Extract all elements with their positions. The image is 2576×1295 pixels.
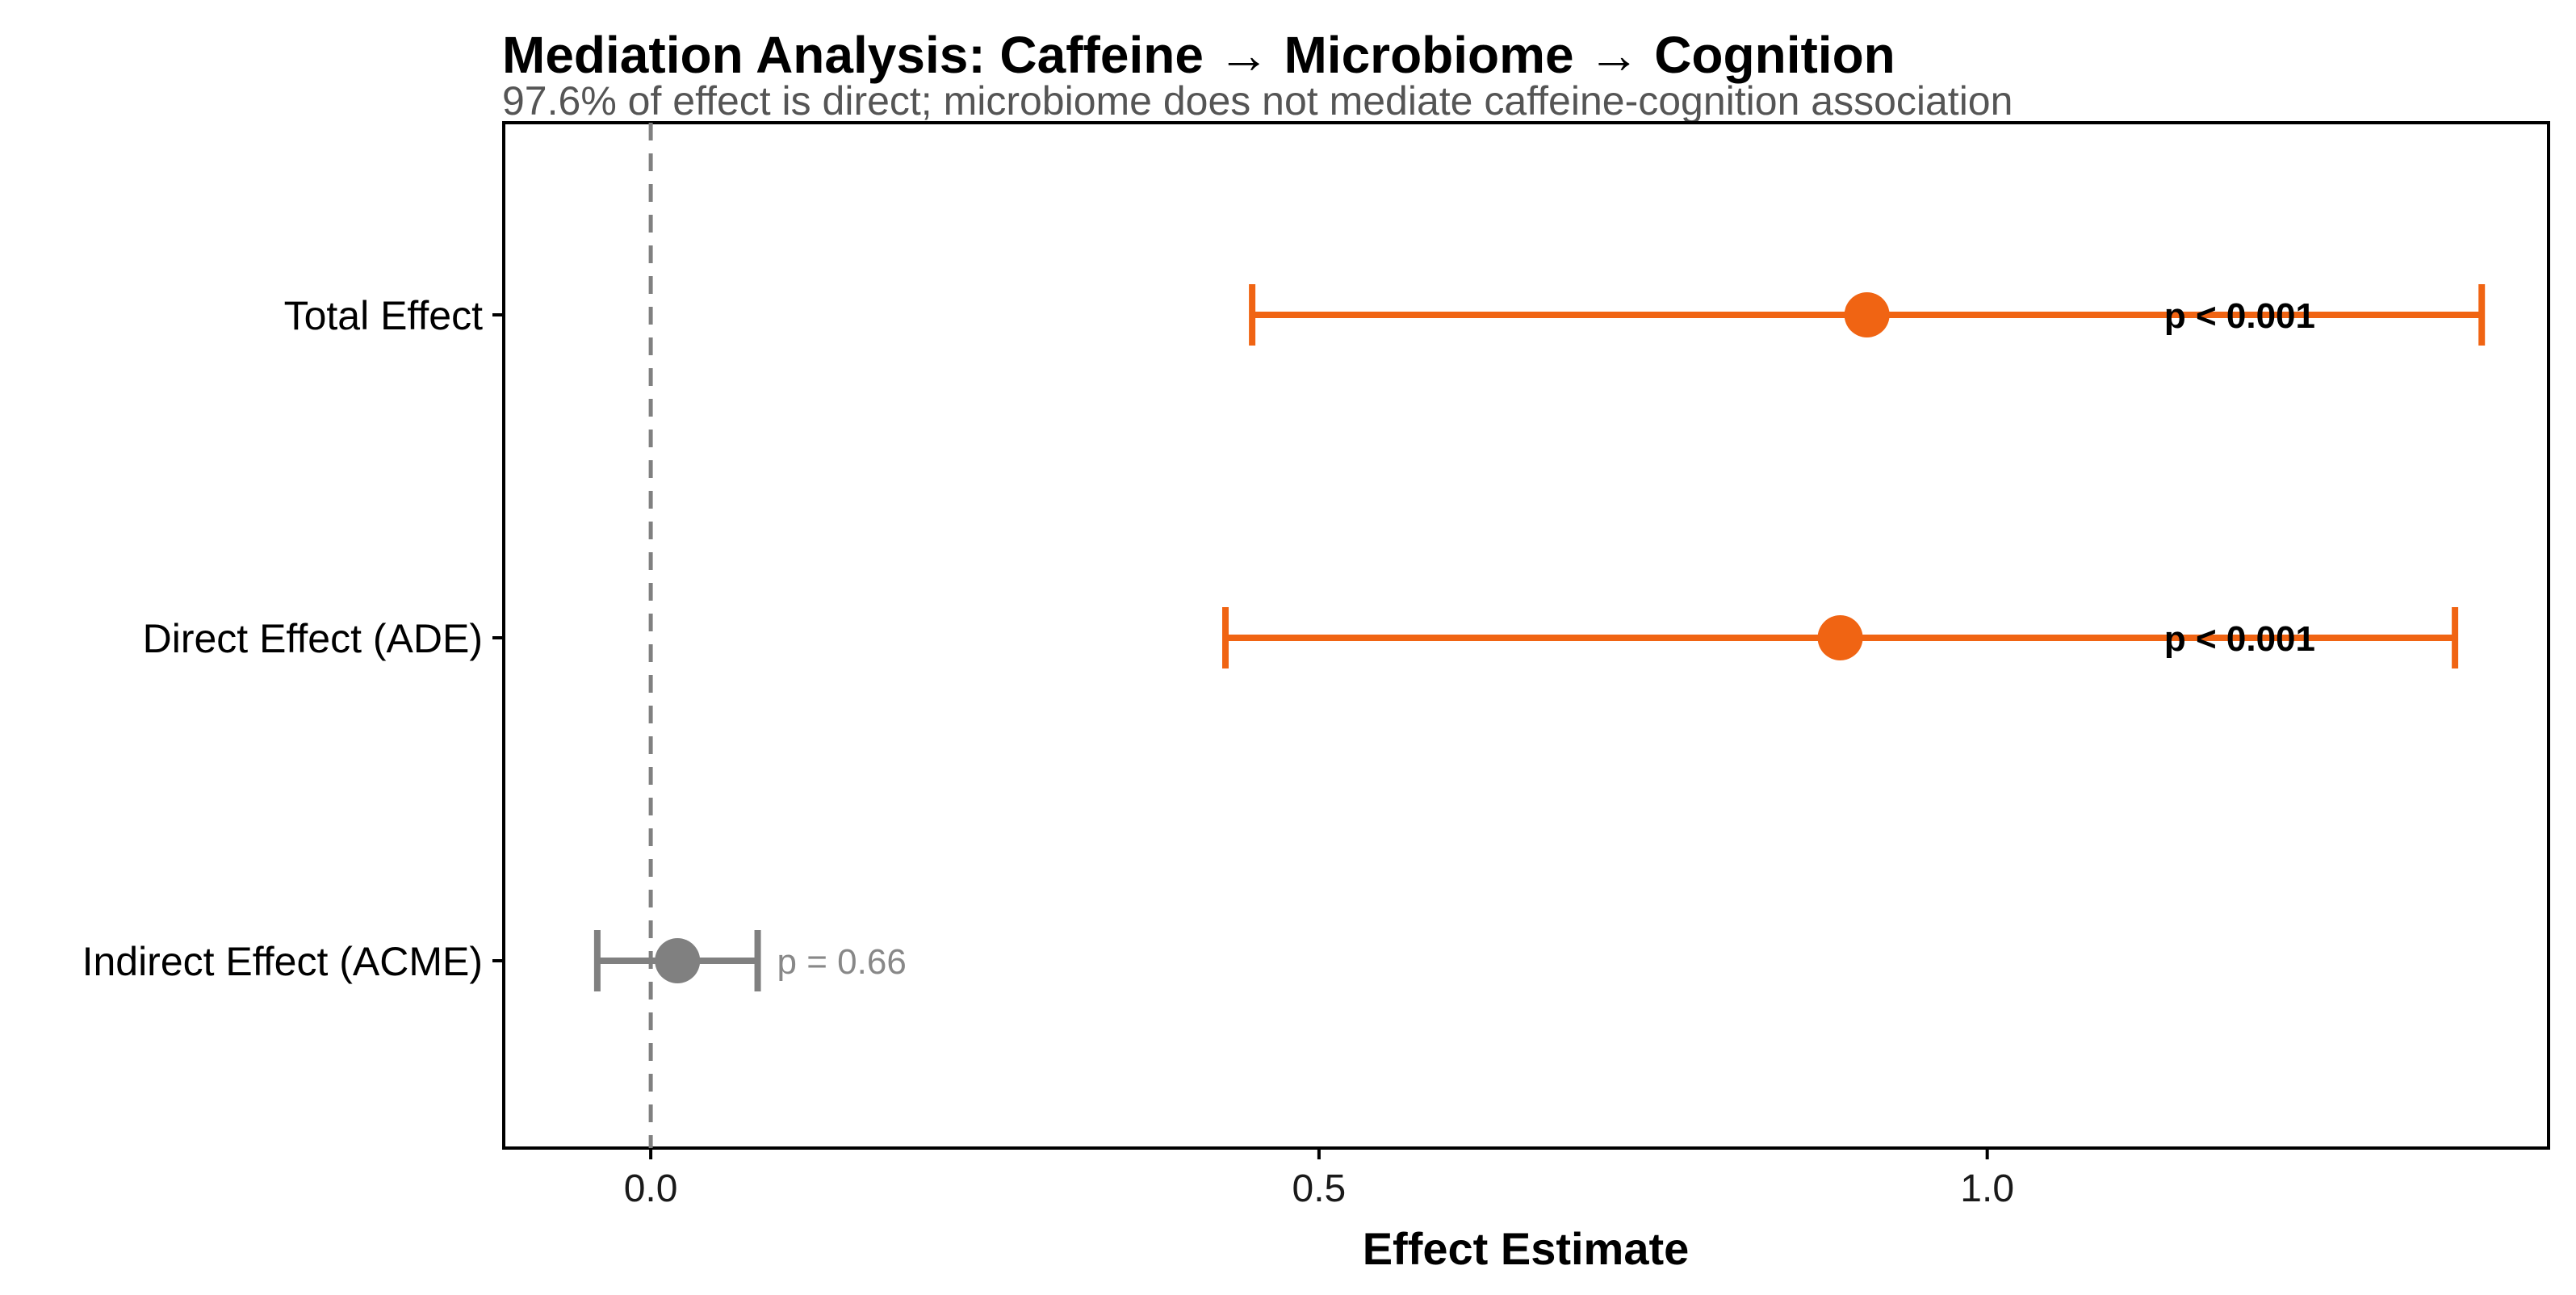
point-estimate (1817, 615, 1863, 660)
point-estimate (655, 938, 701, 983)
chart-title: Mediation Analysis: Caffeine → Microbiom… (502, 26, 1895, 84)
x-tick-label: 0.0 (624, 1167, 678, 1210)
forest-row: Indirect Effect (ACME) p = 0.66 (82, 930, 907, 991)
x-tick-label: 0.5 (1292, 1167, 1347, 1210)
x-axis: 0.0 0.5 1.0 (624, 1148, 2014, 1210)
p-value-label: p = 0.66 (777, 942, 907, 982)
y-axis-label: Indirect Effect (ACME) (82, 939, 483, 984)
x-tick-label: 1.0 (1960, 1167, 2014, 1210)
plot-frame (502, 121, 2550, 1150)
p-value-label: p < 0.001 (2164, 296, 2315, 336)
x-axis-label: Effect Estimate (1363, 1223, 1690, 1274)
chart-subtitle: 97.6% of effect is direct; microbiome do… (502, 78, 2013, 124)
y-axis-label: Direct Effect (ADE) (143, 616, 483, 661)
forest-row: Total Effect p < 0.001 (284, 284, 2486, 346)
forest-row: Direct Effect (ADE) p < 0.001 (143, 607, 2459, 668)
y-axis-label: Total Effect (284, 293, 484, 338)
p-value-label: p < 0.001 (2164, 619, 2315, 659)
point-estimate (1844, 292, 1890, 337)
